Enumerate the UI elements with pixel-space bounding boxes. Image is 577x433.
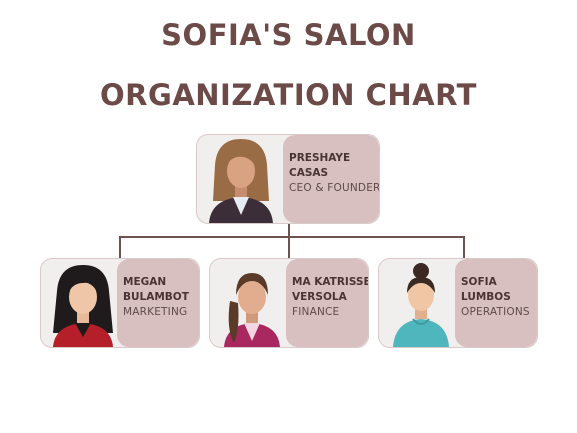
ceo-name-last: CASAS (289, 167, 329, 179)
operations-info-panel: SOFIA LUMBOS OPERATIONS (455, 259, 537, 347)
marketing-name-first: MEGAN (123, 276, 167, 288)
marketing-role: MARKETING (123, 306, 188, 318)
staff-card-finance: MA KATRISSE VERSOLA FINANCE (209, 258, 369, 348)
chart-title-line1: SOFIA'S SALON (161, 18, 416, 52)
connector-operations (463, 236, 465, 259)
operations-name-first: SOFIA (461, 276, 497, 288)
finance-name-last: VERSOLA (292, 291, 347, 303)
finance-role: FINANCE (292, 306, 340, 318)
marketing-avatar-icon (41, 259, 127, 347)
connector-ceo-down (288, 222, 290, 237)
marketing-name-last: BULAMBOT (123, 291, 189, 303)
ceo-card: PRESHAYE CASAS CEO & FOUNDER (196, 134, 380, 224)
ceo-name: PRESHAYE CASAS (289, 151, 377, 181)
ceo-avatar-icon (197, 135, 283, 223)
operations-role: OPERATIONS (461, 306, 530, 318)
connector-finance (288, 236, 290, 259)
operations-name-last: LUMBOS (461, 291, 511, 303)
marketing-name: MEGAN BULAMBOT (123, 275, 199, 305)
finance-info-panel: MA KATRISSE VERSOLA FINANCE (286, 259, 368, 347)
ceo-role: CEO & FOUNDER (289, 182, 380, 194)
operations-avatar-icon (379, 259, 465, 347)
ceo-info-panel: PRESHAYE CASAS CEO & FOUNDER (283, 135, 379, 223)
staff-card-operations: SOFIA LUMBOS OPERATIONS (378, 258, 538, 348)
finance-name: MA KATRISSE VERSOLA (292, 275, 369, 305)
ceo-name-first: PRESHAYE (289, 152, 351, 164)
marketing-info-panel: MEGAN BULAMBOT MARKETING (117, 259, 199, 347)
finance-avatar-icon (210, 259, 296, 347)
chart-title-line2: ORGANIZATION CHART (100, 78, 477, 112)
operations-name: SOFIA LUMBOS (461, 275, 537, 305)
staff-card-marketing: MEGAN BULAMBOT MARKETING (40, 258, 200, 348)
connector-horizontal (119, 236, 465, 238)
connector-marketing (119, 236, 121, 259)
finance-name-first: MA KATRISSE (292, 276, 369, 288)
